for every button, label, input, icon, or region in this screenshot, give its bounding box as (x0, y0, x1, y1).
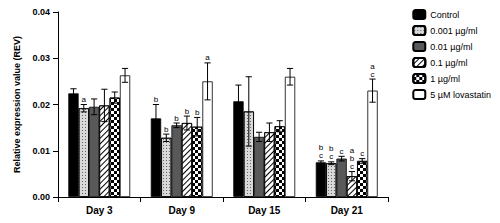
svg-text:b: b (154, 95, 159, 104)
svg-text:c: c (371, 70, 375, 79)
svg-text:0.02: 0.02 (32, 100, 50, 110)
svg-text:Day 9: Day 9 (168, 205, 195, 216)
svg-text:1 µg/ml: 1 µg/ml (430, 74, 460, 84)
svg-text:5 µM lovastatin: 5 µM lovastatin (430, 90, 491, 100)
svg-text:b: b (349, 154, 355, 164)
svg-text:0.03: 0.03 (32, 53, 50, 63)
svg-text:Control: Control (430, 10, 459, 20)
svg-text:b: b (329, 144, 334, 154)
svg-text:Day 15: Day 15 (248, 205, 281, 216)
svg-text:0.01: 0.01 (32, 146, 50, 156)
svg-text:a: a (370, 61, 375, 71)
svg-text:0.001 µg/ml: 0.001 µg/ml (430, 26, 477, 36)
svg-text:b: b (185, 107, 190, 116)
svg-text:c: c (340, 147, 344, 156)
svg-text:0.04: 0.04 (32, 7, 50, 17)
svg-text:c: c (329, 152, 333, 161)
svg-text:b: b (164, 125, 169, 134)
svg-text:a: a (349, 146, 355, 156)
svg-text:Day 21: Day 21 (331, 205, 364, 216)
svg-text:c: c (350, 162, 354, 171)
svg-text:b: b (174, 114, 179, 123)
svg-text:Day 3: Day 3 (86, 205, 113, 216)
svg-text:a: a (205, 53, 210, 62)
svg-text:Relative expression value (REV: Relative expression value (REV) (12, 36, 22, 173)
svg-text:0.01 µg/ml: 0.01 µg/ml (430, 42, 472, 52)
svg-text:0.00: 0.00 (32, 192, 50, 202)
svg-text:b: b (195, 108, 200, 117)
svg-text:a: a (82, 95, 87, 104)
svg-text:c: c (319, 151, 323, 160)
svg-text:c: c (360, 149, 364, 158)
svg-text:0.1 µg/ml: 0.1 µg/ml (430, 58, 467, 68)
svg-text:b: b (318, 143, 324, 153)
